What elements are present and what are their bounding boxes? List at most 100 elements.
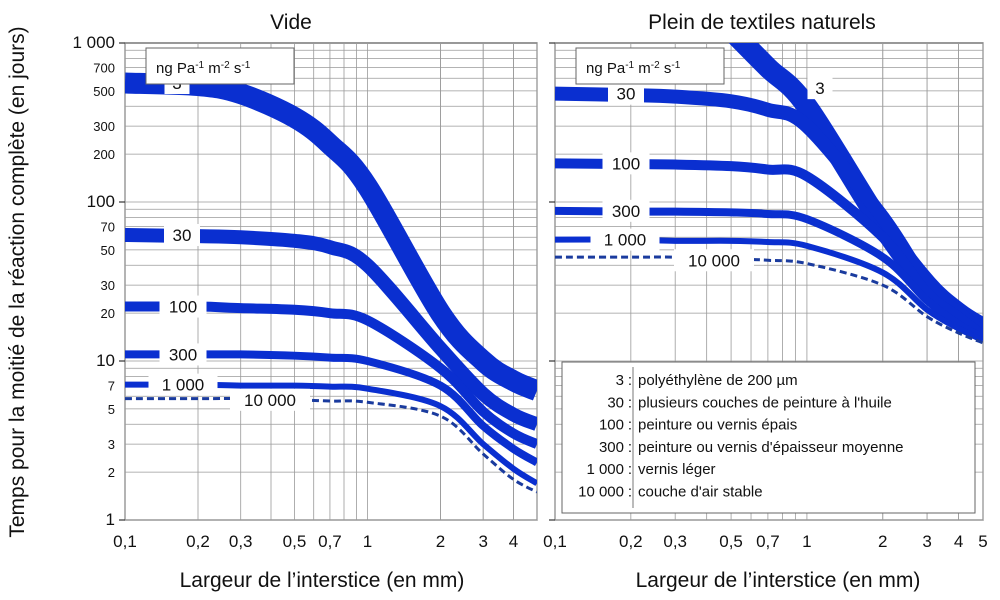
unit-exponent: -2 [651,60,660,71]
y-tick-label: 700 [93,61,115,76]
legend-separator: : [628,372,632,389]
right-x-tick-label: 1 [802,532,811,551]
y-tick-label: 1 [106,510,115,529]
y-tick-label: 1 000 [72,33,115,52]
left-series-label: 30 [173,226,192,245]
right-series-label: 3 [815,79,824,98]
left-series-label-bg [148,373,218,396]
right-series-label-bg [590,228,660,251]
left-series-label: 100 [169,298,197,317]
unit-text: s [230,60,242,77]
right-series-label-bg [602,199,650,222]
right-series-label: 10 000 [688,251,740,270]
legend-key: 100 [599,417,624,434]
left-series-label: 300 [169,345,197,364]
left-x-tick-label: 3 [478,532,487,551]
left-series-label-bg [230,388,310,411]
y-tick-label: 300 [93,119,115,134]
right-unit-box [575,47,725,85]
y-tick-label: 5 [108,402,115,417]
right-x-tick-label: 3 [922,532,931,551]
left-x-tick-label: 0,1 [113,532,137,551]
y-tick-label: 7 [108,379,115,394]
unit-text: ng Pa [586,60,626,77]
left-x-tick-label: 0,3 [229,532,253,551]
legend-separator: : [628,417,632,434]
right-series-label-bg [807,77,833,100]
legend-text: polyéthylène de 200 µm [638,372,798,389]
left-curves [125,72,537,494]
y-tick-label: 500 [93,84,115,99]
left-series-label: 10 000 [244,391,296,410]
legend-separator: : [628,394,632,411]
legend-text: couche d'air stable [638,484,763,501]
right-series-100 [555,158,983,340]
left-series-label: 1 000 [162,376,205,395]
right-series-label: 30 [617,85,636,104]
y-tick-label: 10 [96,351,115,370]
left-series-3 [125,72,537,401]
legend-key: 3 [616,372,624,389]
unit-exponent: -1 [671,60,680,71]
right-x-tick-label: 2 [878,532,887,551]
right-x-axis-title: Largeur de l’interstice (en mm) [636,569,921,592]
right-chart-title: Plein de textiles naturels [648,11,876,34]
right-x-tick-label: 4 [954,532,963,551]
unit-exponent: -2 [221,60,230,71]
y-tick-label: 20 [101,306,115,321]
left-series-label-bg [159,343,207,366]
right-x-tick-label: 5 [978,532,987,551]
right-x-tick-label: 0,5 [719,532,743,551]
left-x-tick-label: 0,7 [318,532,342,551]
legend-key: 10 000 [578,484,624,501]
unit-text: s [660,60,672,77]
right-x-tick-label: 0,3 [663,532,687,551]
y-axis-title: Temps pour la moitié de la réaction comp… [6,26,29,537]
y-tick-label: 70 [101,220,115,235]
right-series-label: 100 [612,154,640,173]
left-x-axis-title: Largeur de l’interstice (en mm) [180,569,465,592]
y-tick-label: 3 [108,437,115,452]
left-series-30 [125,228,537,431]
legend-key: 30 [607,394,624,411]
y-tick-label: 30 [101,278,115,293]
unit-text: m [204,60,221,77]
left-x-tick-label: 0,2 [186,532,210,551]
legend-text: peinture ou vernis épais [638,417,797,434]
left-series-label-bg [164,224,200,247]
right-series-label-bg [674,249,754,272]
left-series-300 [125,350,537,466]
unit-text: ng Pa [156,60,196,77]
left-plot-frame [124,42,538,521]
right-curves [555,43,983,345]
legend-separator: : [628,461,632,478]
unit-exponent: -1 [241,60,250,71]
right-x-tick-label: 0,2 [619,532,643,551]
left-series-10000 [125,397,537,494]
legend-separator: : [628,484,632,501]
right-x-tick-label: 0,7 [756,532,780,551]
y-tick-label: 200 [93,147,115,162]
left-unit-box [145,47,295,85]
left-x-tick-label: 2 [436,532,445,551]
unit-exponent: -1 [625,60,634,71]
right-series-300 [555,206,983,342]
right-series-label: 300 [612,202,640,221]
unit-text: m [634,60,651,77]
right-series-label: 1 000 [604,231,647,250]
right-x-tick-label: 0,1 [543,532,567,551]
right-unit-label: ng Pa-1 m-2 s-1 [586,60,681,78]
legend-key: 300 [599,439,624,456]
unit-exponent: -1 [195,60,204,71]
legend-separator: : [628,439,632,456]
legend-text: peinture ou vernis d'épaisseur moyenne [638,439,904,456]
left-x-tick-label: 4 [509,532,518,551]
right-series-label-bg [608,82,644,105]
y-tick-label: 2 [108,465,115,480]
legend-key: 1 000 [586,461,624,478]
left-unit-label: ng Pa-1 m-2 s-1 [156,60,251,78]
left-chart-title: Vide [270,11,312,34]
left-series-label-bg [159,295,207,318]
legend-text: plusieurs couches de peinture à l'huile [638,394,892,411]
